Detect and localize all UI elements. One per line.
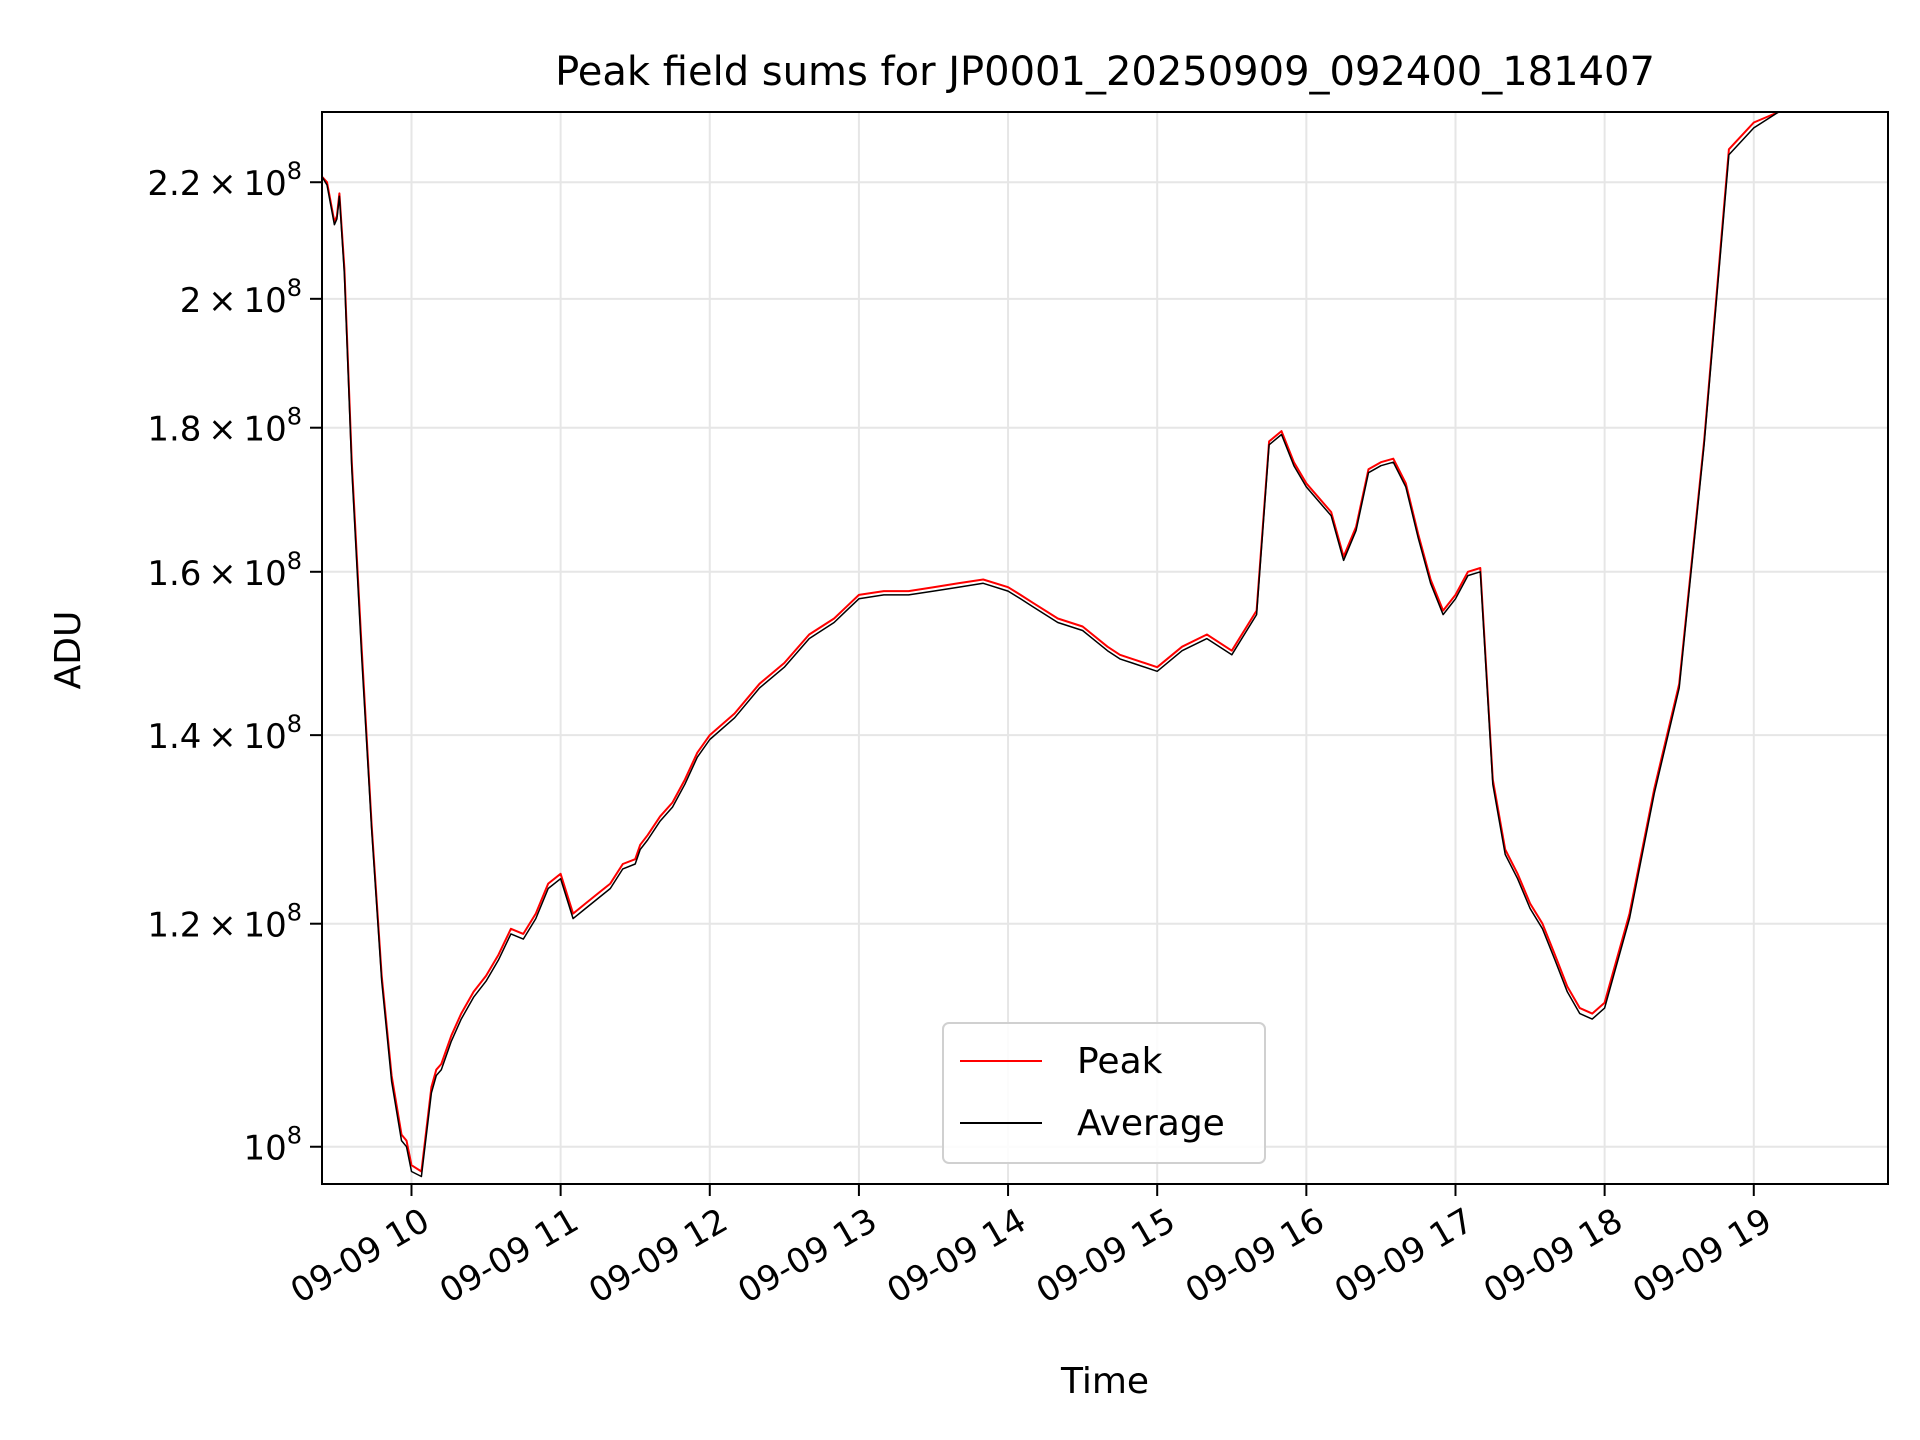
y-tick-label: 2 × 108 — [180, 274, 302, 321]
series-line-average — [321, 111, 1888, 1178]
plot-frame — [321, 111, 1889, 1185]
x-tick-label: 09-09 18 — [1477, 1201, 1629, 1312]
legend: Peak Average — [942, 1022, 1266, 1164]
x-tick-label: 09-09 16 — [1179, 1201, 1331, 1312]
y-tick-label: 1.6 × 108 — [147, 547, 302, 594]
x-tick-label: 09-09 11 — [433, 1201, 585, 1312]
y-axis-ticks: 108 1.2 × 108 1.4 × 108 1.6 × 108 1.8 × 108 2… — [147, 157, 322, 1169]
grid-lines — [322, 112, 1888, 1184]
y-tick-label: 1.8 × 108 — [147, 403, 302, 450]
legend-label-average: Average — [1077, 1103, 1225, 1144]
x-tick-label: 09-09 19 — [1626, 1201, 1778, 1312]
legend-label-peak: Peak — [1077, 1041, 1163, 1082]
y-tick-label: 2.2 × 108 — [147, 157, 302, 204]
y-tick-label: 1.2 × 108 — [147, 899, 302, 946]
y-tick-label: 1.4 × 108 — [147, 710, 302, 757]
series-lines — [321, 111, 1888, 1178]
x-axis-label: Time — [1060, 1361, 1149, 1402]
x-tick-label: 09-09 10 — [284, 1201, 436, 1312]
x-tick-label: 09-09 15 — [1030, 1201, 1182, 1312]
chart-title: Peak field sums for JP0001_20250909_0924… — [555, 49, 1655, 95]
series-line-peak — [321, 111, 1888, 1173]
y-axis-label: ADU — [48, 611, 89, 690]
x-tick-label: 09-09 17 — [1328, 1201, 1480, 1312]
x-tick-label: 09-09 14 — [881, 1201, 1033, 1312]
legend-box — [942, 1022, 1266, 1164]
y-tick-label: 108 — [243, 1122, 302, 1169]
x-tick-label: 09-09 13 — [731, 1201, 883, 1312]
x-tick-label: 09-09 12 — [582, 1201, 734, 1312]
